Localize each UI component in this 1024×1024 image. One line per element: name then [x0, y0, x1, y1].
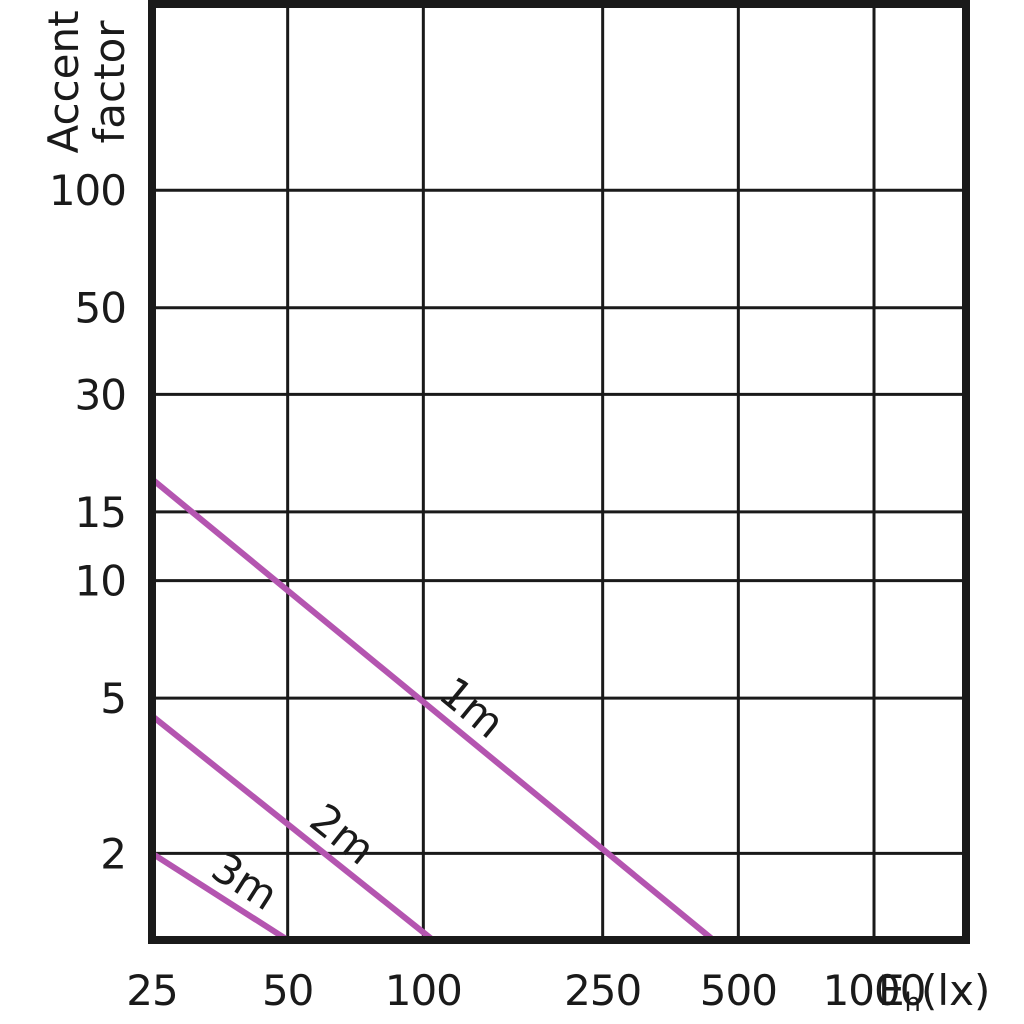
x-tick-label: 25 [126, 966, 177, 1015]
y-tick-label: 10 [75, 557, 126, 606]
x-axis-title-main: E [878, 966, 905, 1015]
series-line-2m [150, 713, 435, 943]
x-tick-label: 50 [262, 966, 313, 1015]
x-tick-labels: 25 50 100 250 500 1000 [126, 966, 926, 1015]
y-tick-label: 2 [100, 829, 126, 878]
curve-label-1m: 1m [430, 667, 513, 748]
y-tick-label: 30 [75, 370, 126, 419]
series-line-3m [150, 850, 290, 943]
x-axis-title: Eh(lx) [878, 966, 990, 1018]
curve-label-2m: 2m [301, 794, 384, 874]
x-tick-label: 250 [564, 966, 641, 1015]
plot-frame [148, 0, 970, 944]
x-axis-title-unit: (lx) [921, 966, 990, 1015]
y-tick-labels: 2 5 10 15 30 50 100 [49, 166, 127, 878]
series-line-1m [150, 476, 716, 943]
x-tick-label: 1000 [823, 966, 926, 1015]
grid-lines [152, 4, 966, 940]
y-tick-label: 50 [75, 284, 126, 333]
y-axis-title-line1: Accent [39, 10, 88, 153]
x-tick-label: 100 [385, 966, 462, 1015]
y-axis-title-line2: factor [85, 20, 134, 144]
x-axis-title-sub: h [905, 988, 921, 1018]
y-tick-label: 100 [49, 166, 126, 215]
y-tick-label: 5 [100, 674, 126, 723]
x-tick-label: 500 [700, 966, 777, 1015]
y-tick-label: 15 [75, 488, 126, 537]
series-group [150, 476, 716, 943]
